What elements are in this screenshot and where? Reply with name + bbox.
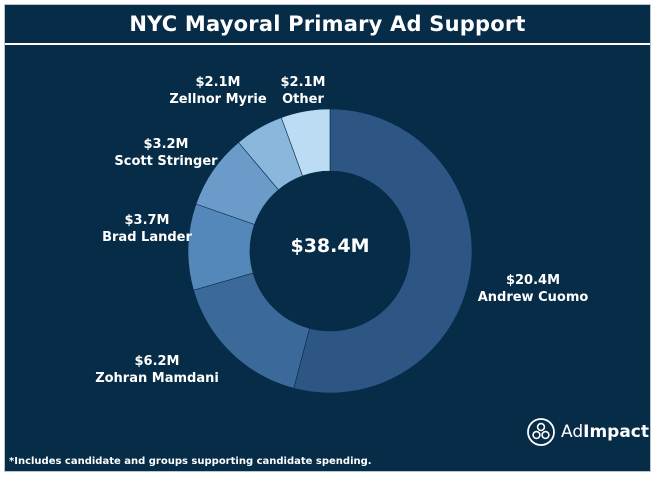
slice-name-label: Andrew Cuomo bbox=[478, 290, 589, 305]
title-bar: NYC Mayoral Primary Ad Support bbox=[5, 5, 650, 45]
labels-layer: $20.4M Andrew Cuomo $6.2M Zohran Mamdani… bbox=[95, 75, 588, 386]
chart-card: NYC Mayoral Primary Ad Support $20.4M An… bbox=[4, 4, 651, 472]
adimpact-logo-text: AdImpact bbox=[561, 422, 649, 442]
logo-prefix: Ad bbox=[561, 422, 584, 442]
slice-name-label: Zohran Mamdani bbox=[95, 371, 219, 386]
slice-other bbox=[280, 108, 331, 177]
adimpact-logo: AdImpact bbox=[527, 417, 649, 447]
slice-value-label: $20.4M bbox=[506, 273, 560, 288]
slice-name-label: Scott Stringer bbox=[114, 154, 218, 169]
slice-value-label: $2.1M bbox=[195, 75, 240, 90]
chart-title: NYC Mayoral Primary Ad Support bbox=[129, 12, 526, 36]
donut-chart: $20.4M Andrew Cuomo $6.2M Zohran Mamdani… bbox=[95, 75, 588, 394]
footnote: *Includes candidate and groups supportin… bbox=[9, 456, 372, 467]
slice-name-label: Brad Lander bbox=[102, 230, 192, 245]
slice-value-label: $2.1M bbox=[280, 75, 325, 90]
logo-suffix: Impact bbox=[583, 422, 650, 442]
slices-layer bbox=[187, 108, 473, 394]
slice-value-label: $6.2M bbox=[134, 354, 179, 369]
adimpact-logo-icon bbox=[527, 418, 555, 446]
slice-name-label: Other bbox=[282, 92, 324, 107]
slice-andrew-cuomo bbox=[293, 108, 473, 394]
center-total-label: $38.4M bbox=[290, 235, 369, 257]
slice-value-label: $3.2M bbox=[143, 137, 188, 152]
slice-value-label: $3.7M bbox=[124, 213, 169, 228]
slice-name-label: Zellnor Myrie bbox=[169, 92, 267, 107]
